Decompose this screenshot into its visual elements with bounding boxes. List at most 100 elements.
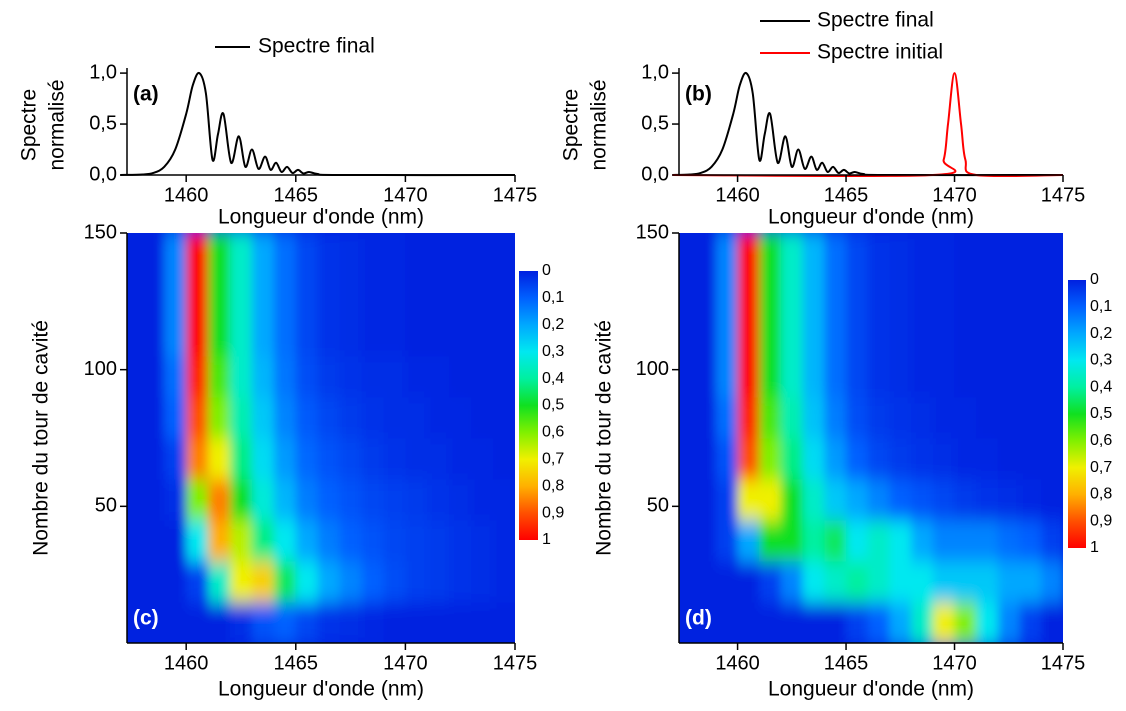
y-tick-label: 150	[84, 221, 117, 243]
heatmap-cell	[361, 315, 384, 357]
heatmap-cell	[317, 561, 341, 603]
colorbar-tick-label: 0,1	[542, 289, 564, 306]
heatmap-cell	[694, 479, 717, 521]
heatmap-cell	[1019, 520, 1042, 562]
heatmap-cell	[737, 315, 760, 357]
heatmap-cell	[251, 561, 275, 603]
spectrum-line	[120, 71, 516, 177]
colorbar-tick-label: 0,1	[1090, 298, 1112, 315]
heatmap-cell	[759, 274, 782, 316]
heatmap-cells	[127, 233, 515, 643]
heatmap-cell	[1019, 397, 1042, 439]
colorbar-tick-label: 0,6	[1090, 432, 1112, 449]
heatmap-cell	[932, 397, 956, 439]
heatmap-cell	[361, 438, 384, 480]
panel-label: (c)	[133, 607, 159, 630]
heatmap-cell	[449, 520, 472, 562]
heatmap-cell	[273, 315, 297, 357]
heatmap-cell	[230, 561, 253, 603]
heatmap-cell	[846, 397, 869, 439]
x-tick-label: 1470	[383, 184, 428, 206]
heatmap-cell	[715, 479, 739, 521]
heatmap-cell	[127, 602, 143, 643]
heatmap-cell	[911, 233, 934, 275]
y-tick-label: 1,0	[641, 61, 669, 83]
heatmap-cell	[127, 356, 143, 398]
colorbar-tick-label: 0,9	[542, 504, 564, 521]
heatmap-cell	[932, 479, 956, 521]
heatmap-cell	[737, 479, 760, 521]
heatmap-cell	[737, 356, 760, 398]
heatmap-cell	[694, 520, 717, 562]
panel-label: (d)	[685, 607, 712, 630]
heatmap-cell	[932, 356, 956, 398]
spectrum-line	[672, 72, 1064, 178]
heatmap-cell	[679, 315, 695, 357]
heatmap-cell	[679, 233, 695, 275]
heatmap-cell	[846, 479, 869, 521]
heatmap-cell	[493, 233, 515, 275]
heatmap-cell	[471, 561, 494, 603]
heatmap-cell	[405, 479, 428, 521]
heatmap-cell	[889, 397, 912, 439]
heatmap-cell	[427, 315, 450, 357]
heatmap-cell	[802, 274, 825, 316]
colorbar-tick-label: 0,7	[542, 451, 564, 468]
heatmap-cell	[715, 397, 739, 439]
heatmap-cell	[449, 274, 472, 316]
heatmap-cell	[230, 438, 253, 480]
heatmap-cell	[976, 233, 999, 275]
heatmap-cell	[251, 520, 275, 562]
heatmap-cell	[230, 315, 253, 357]
heatmap-cell	[780, 561, 804, 603]
heatmap-cell	[1041, 274, 1063, 316]
heatmap-cell	[405, 356, 428, 398]
heatmap-cell	[449, 438, 472, 480]
heatmap-cell	[780, 233, 804, 275]
heatmap-cell	[208, 520, 231, 562]
heatmap-cell	[954, 315, 977, 357]
heatmap-cells	[679, 233, 1063, 643]
heatmap-cell	[339, 602, 363, 643]
heatmap-cell	[164, 274, 187, 316]
heatmap-cell	[911, 397, 934, 439]
x-tick-label: 1465	[824, 184, 869, 206]
heatmap-cell	[715, 274, 739, 316]
heatmap-cell	[427, 602, 450, 643]
heatmap-cell	[493, 315, 515, 357]
heatmap-cell	[1019, 438, 1042, 480]
heatmap-cell	[493, 356, 515, 398]
heatmap-cell	[1041, 561, 1063, 603]
heatmap-cell	[759, 356, 782, 398]
x-tick-label: 1465	[274, 184, 319, 206]
heatmap-cell	[317, 315, 341, 357]
heatmap-cell	[780, 397, 804, 439]
heatmap-cell	[867, 356, 890, 398]
heatmap-cell	[208, 356, 231, 398]
heatmap-cell	[208, 479, 231, 521]
heatmap-cell	[824, 274, 847, 316]
heatmap-cell	[1041, 520, 1063, 562]
heatmap-cell	[295, 520, 319, 562]
heatmap-cell	[679, 520, 695, 562]
heatmap-cell	[427, 233, 450, 275]
heatmap-cell	[737, 233, 760, 275]
heatmap-cell	[715, 315, 739, 357]
heatmap-cell	[1019, 356, 1042, 398]
heatmap-cell	[405, 315, 428, 357]
y-axis-label: Spectre	[18, 89, 41, 161]
heatmap-cell	[339, 520, 363, 562]
heatmap-cell	[208, 602, 231, 643]
legend-label: Spectre initial	[817, 41, 943, 64]
x-tick-label: 1470	[932, 652, 977, 674]
heatmap-cell	[164, 561, 187, 603]
heatmap-cell	[230, 602, 253, 643]
heatmap-cell	[997, 561, 1021, 603]
heatmap-cell	[186, 274, 209, 316]
heatmap-cell	[932, 274, 956, 316]
heatmap-cell	[405, 520, 428, 562]
heatmap-cell	[471, 479, 494, 521]
heatmap-cell	[295, 274, 319, 316]
heatmap-cell	[1041, 479, 1063, 521]
